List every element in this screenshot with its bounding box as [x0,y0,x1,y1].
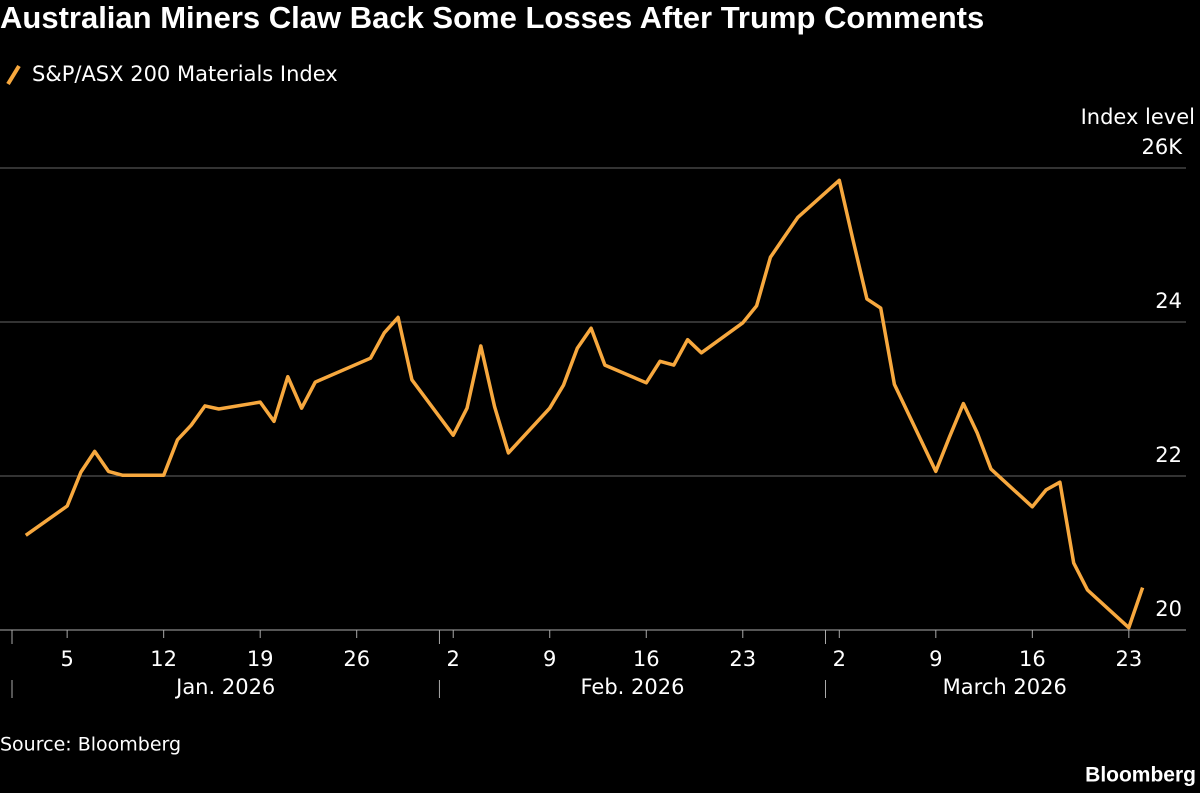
y-tick-label: 24 [1155,289,1182,313]
x-tick-label: 23 [729,647,756,671]
x-tick-label: 16 [1019,647,1046,671]
legend-swatch [6,64,21,86]
brand: Bloomberg [1085,764,1196,787]
month-label: Jan. 2026 [174,675,275,699]
x-tick-label: 12 [150,647,177,671]
y-tick-label: 26K [1142,135,1184,159]
x-tick-label: 9 [543,647,556,671]
x-tick-label: 9 [929,647,942,671]
x-tick-label: 26 [343,647,370,671]
x-tick-label: 5 [60,647,73,671]
chart-title: Australian Miners Claw Back Some Losses … [0,0,984,35]
x-tick-label: 2 [447,647,460,671]
x-tick-label: 2 [833,647,846,671]
data-line [24,178,1145,630]
y-tick-label: 22 [1155,443,1182,467]
month-label: March 2026 [943,675,1067,699]
month-label: Feb. 2026 [580,675,684,699]
y-axis-label: Index level [1081,105,1195,129]
y-tick-label: 20 [1155,597,1182,621]
x-tick-label: 23 [1115,647,1142,671]
source: Source: Bloomberg [0,734,181,756]
x-tick-label: 16 [633,647,660,671]
x-tick-label: 19 [247,647,274,671]
legend-label: S&P/ASX 200 Materials Index [32,62,338,86]
